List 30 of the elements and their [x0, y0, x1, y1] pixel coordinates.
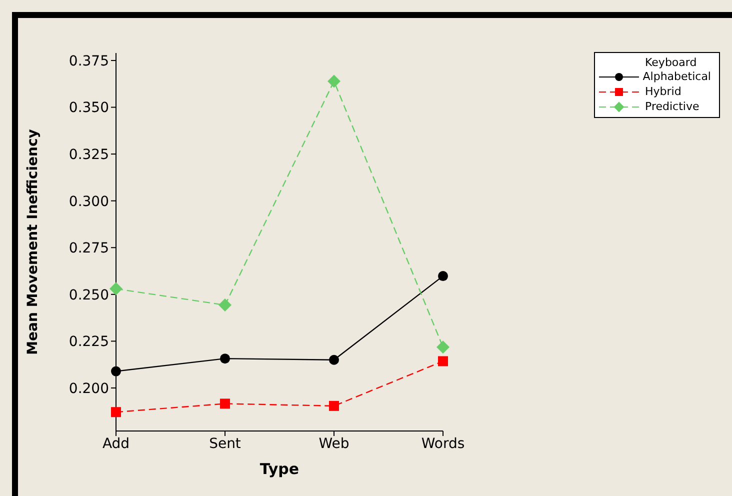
- y-tick-label: 0.200: [68, 380, 109, 397]
- point: [220, 398, 230, 409]
- point: [111, 366, 121, 376]
- legend-label: Hybrid: [645, 85, 682, 98]
- point: [111, 407, 121, 418]
- y-tick-label: 0.350: [68, 100, 109, 116]
- x-axis-title: Type: [260, 460, 300, 478]
- y-tick-label: 0.300: [68, 194, 109, 210]
- y-tick-label: 0.250: [68, 287, 109, 304]
- point: [218, 298, 232, 312]
- x-tick-label: Sent: [209, 436, 242, 452]
- y-tick-label: 0.225: [68, 334, 109, 350]
- y-axis-title: Mean Movement Inefficiency: [24, 129, 41, 355]
- x-tick-label: Words: [421, 436, 465, 452]
- point: [220, 354, 230, 364]
- point: [329, 354, 339, 365]
- point: [110, 282, 122, 296]
- x-tick-label: Add: [102, 436, 130, 452]
- point: [438, 271, 448, 282]
- legend-label: Predictive: [645, 100, 700, 113]
- point: [328, 74, 340, 88]
- y-tick-label: 0.275: [68, 240, 109, 257]
- point: [438, 356, 448, 366]
- y-tick-label: 0.325: [68, 147, 109, 164]
- point: [436, 340, 450, 354]
- legend-title: Keyboard: [644, 56, 698, 69]
- point: [329, 400, 339, 411]
- y-tick-label: 0.375: [68, 53, 109, 70]
- legend-label: Alphabetical: [642, 70, 711, 83]
- x-tick-label: Web: [318, 436, 350, 452]
